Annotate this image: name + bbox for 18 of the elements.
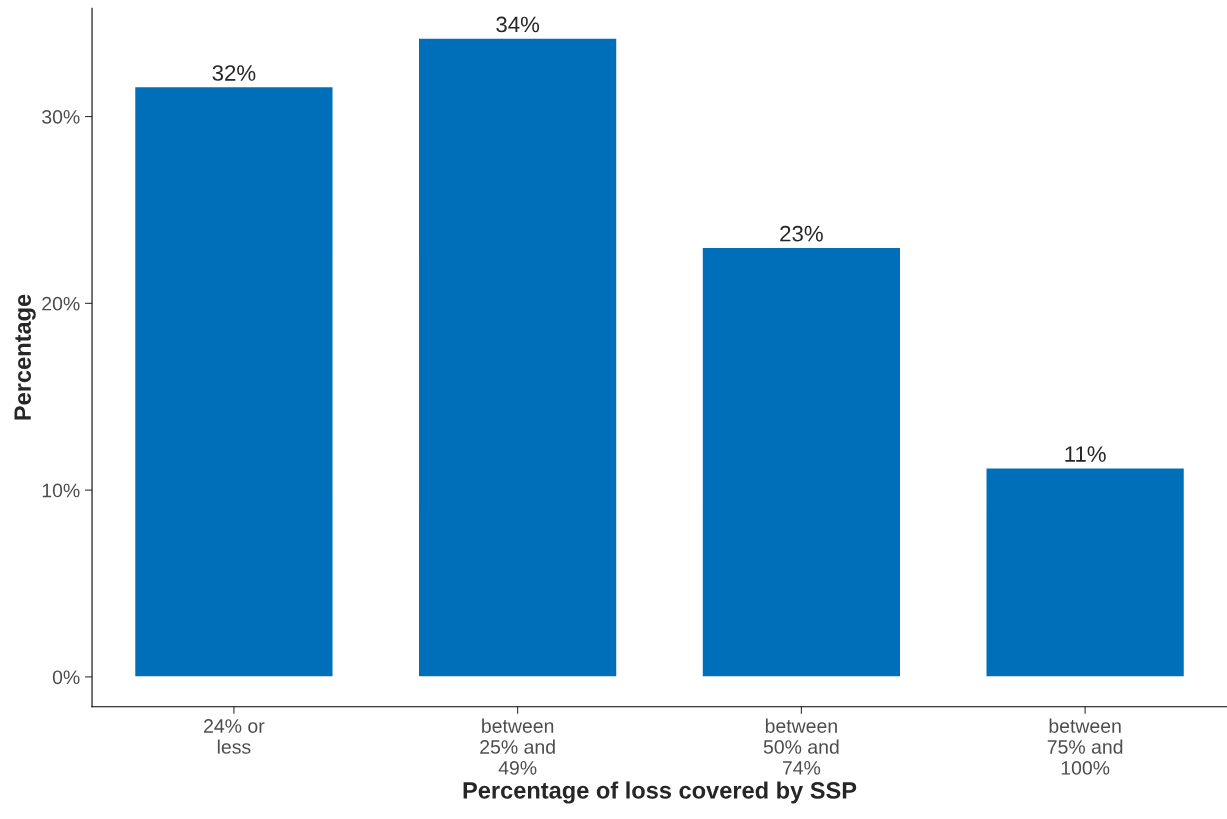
- x-tick-label: between 75% and 100%: [1047, 718, 1123, 775]
- x-axis-title: Percentage of loss covered by SSP: [463, 781, 857, 804]
- data-label: 23%: [780, 225, 823, 242]
- y-tick-label: 20%: [42, 296, 80, 311]
- bar: [133, 85, 334, 678]
- data-label: 34%: [496, 16, 540, 33]
- bar: [701, 246, 902, 678]
- y-axis-title: Percentage: [14, 294, 36, 420]
- y-tick-label: 0%: [52, 670, 80, 685]
- y-tick-label: 10%: [42, 483, 80, 498]
- data-label: 11%: [1065, 446, 1106, 462]
- x-tick-label: between 25% and 49%: [480, 718, 555, 775]
- data-label: 32%: [212, 65, 256, 81]
- y-tick-label: 30%: [42, 110, 80, 124]
- bar: [985, 467, 1186, 678]
- x-tick-label: between 50% and 74%: [763, 718, 839, 775]
- x-tick-label: 24% or less: [204, 719, 265, 754]
- bar: [417, 37, 618, 678]
